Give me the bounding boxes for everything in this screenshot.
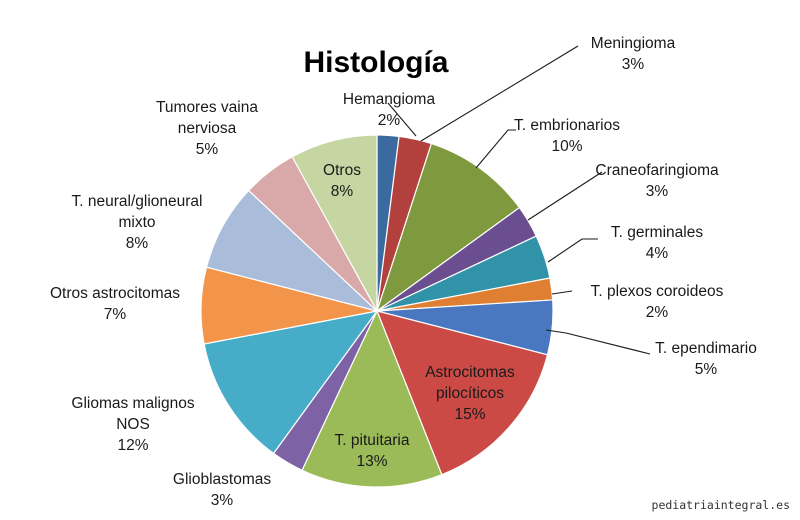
leader-line	[551, 290, 573, 295]
slice-label: Tumores vaina nerviosa 5%	[156, 99, 258, 158]
leader-line	[475, 129, 516, 169]
slice-value-label: 4%	[646, 245, 669, 262]
slice-name-label: Otros	[323, 162, 361, 179]
slice-label: T. pituitaria 13%	[335, 432, 410, 470]
pie-slice	[301, 309, 443, 488]
slice-name-label: Otros astrocitomas	[50, 285, 180, 302]
slice-name-label: pilocíticos	[436, 385, 504, 402]
leader-line	[420, 45, 579, 142]
slice-name-label: Glioblastomas	[173, 471, 271, 488]
leader-line	[545, 329, 651, 355]
slice-value-label: 3%	[646, 183, 669, 200]
slice-name-label: NOS	[116, 416, 150, 433]
slice-label: T. germinales 4%	[611, 224, 703, 262]
chart-title: Histología	[303, 46, 448, 79]
slice-label: Otros astrocitomas 7%	[50, 285, 180, 323]
slice-label: Astrocitomas pilocíticos 15%	[425, 364, 515, 423]
slice-label: Hemangioma 2%	[343, 91, 436, 129]
slice-label: Meningioma 3%	[591, 35, 676, 73]
slice-label: T. plexos coroideos 2%	[591, 283, 724, 321]
pie-slice	[205, 189, 378, 312]
slice-value-label: 15%	[454, 406, 485, 423]
pie-slices	[200, 134, 554, 488]
slice-label: Otros 8%	[323, 162, 361, 200]
slice-value-label: 10%	[551, 138, 582, 155]
slice-label: T. embrionarios 10%	[514, 117, 620, 155]
slice-name-label: T. embrionarios	[514, 117, 620, 134]
leader-line	[387, 102, 417, 137]
slice-value-label: 8%	[126, 235, 149, 252]
slice-name-label: Gliomas malignos	[71, 395, 194, 412]
slice-label: T. neural/glioneural mixto 8%	[72, 193, 203, 252]
slice-value-label: 12%	[117, 437, 148, 454]
slice-name-label: Hemangioma	[343, 91, 436, 108]
pie-slice	[375, 142, 521, 313]
slice-name-label: T. ependimario	[655, 340, 757, 357]
slice-label: T. ependimario 5%	[655, 340, 757, 378]
slice-name-label: Tumores vaina	[156, 99, 258, 116]
slice-name-label: T. pituitaria	[335, 432, 410, 449]
slice-label: Craneofaringioma 3%	[595, 162, 719, 200]
slice-value-label: 2%	[646, 304, 669, 321]
leader-lines	[387, 45, 651, 355]
slice-name-label: Meningioma	[591, 35, 676, 52]
slice-value-label: 3%	[211, 492, 234, 509]
leader-line	[547, 238, 598, 263]
slice-value-label: 13%	[356, 453, 387, 470]
slice-name-label: T. neural/glioneural	[72, 193, 203, 210]
slice-name-label: nerviosa	[178, 120, 237, 137]
slice-label: Glioblastomas 3%	[173, 471, 271, 509]
slice-value-label: 2%	[378, 112, 401, 129]
slice-value-label: 5%	[695, 361, 718, 378]
pie-slice	[376, 310, 549, 476]
slice-labels: Hemangioma 2% Meningioma 3% T. embrionarios 1…	[50, 35, 757, 509]
pie-slice	[291, 134, 378, 312]
slice-name-label: Astrocitomas	[425, 364, 515, 381]
slice-name-label: T. germinales	[611, 224, 703, 241]
slice-value-label: 8%	[331, 183, 354, 200]
watermark: pediatriaintegral.es	[651, 498, 790, 512]
slice-value-label: 5%	[196, 141, 219, 158]
slice-label: Gliomas malignos NOS 12%	[71, 395, 194, 454]
slice-name-label: T. plexos coroideos	[591, 283, 724, 300]
slice-value-label: 7%	[104, 306, 127, 323]
slice-name-label: mixto	[118, 214, 155, 231]
slice-name-label: Craneofaringioma	[595, 162, 719, 179]
pie-slice	[203, 310, 379, 455]
leader-line	[527, 171, 603, 221]
slice-value-label: 3%	[622, 56, 645, 73]
